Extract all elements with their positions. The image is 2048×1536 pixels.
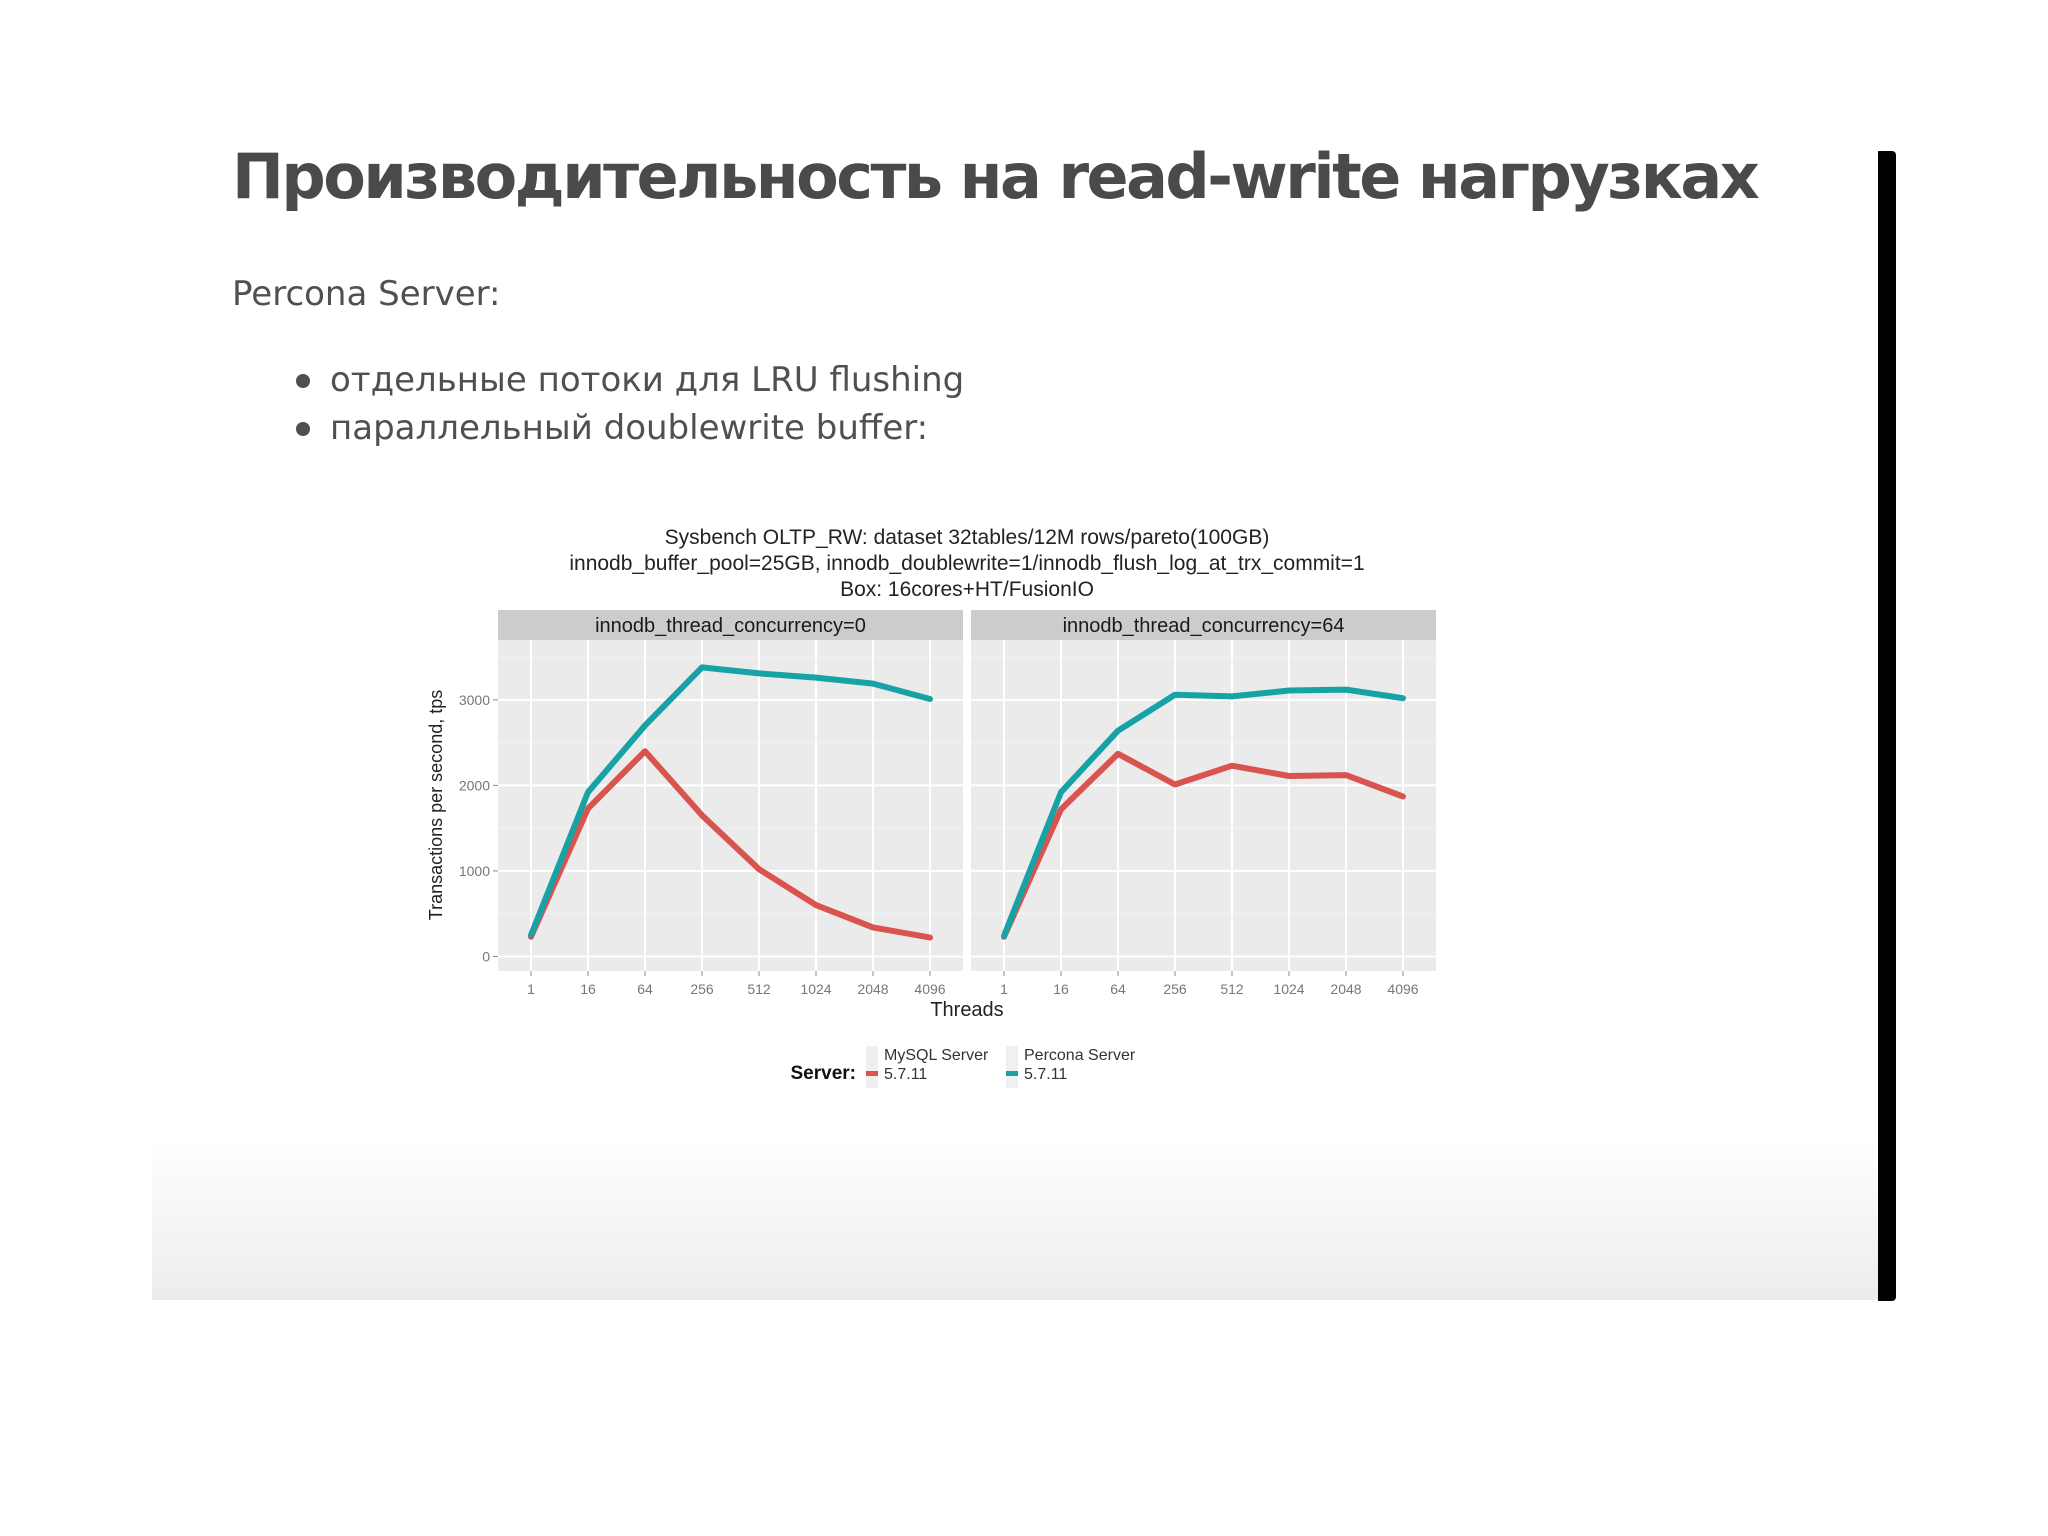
- chart: Sysbench OLTP_RW: dataset 32tables/12M r…: [426, 526, 1436, 1088]
- intro-text: Percona Server:: [232, 274, 501, 314]
- x-tick-label: 1024: [800, 981, 831, 997]
- series-line-percona: [1001, 686, 1406, 939]
- legend-key-mysql: [866, 1071, 878, 1076]
- x-tick-label: 16: [580, 981, 596, 997]
- bullet-item: параллельный doublewrite buffer:: [296, 404, 964, 452]
- series-line-mysql: [1001, 750, 1406, 940]
- bullet-list: отдельные потоки для LRU flushing паралл…: [296, 356, 965, 452]
- bullet-item: отдельные потоки для LRU flushing: [296, 356, 965, 404]
- legend-entry-name: MySQL Server: [884, 1047, 989, 1064]
- panel-strip-label: innodb_thread_concurrency=0: [595, 615, 866, 637]
- bullet-dot-icon: [296, 422, 310, 436]
- series-line-percona: [528, 664, 933, 939]
- x-tick-label: 2048: [857, 981, 888, 997]
- legend-entry-name: Percona Server: [1024, 1047, 1136, 1064]
- y-tick-label: 0: [482, 948, 490, 964]
- series-line-mysql: [528, 748, 933, 941]
- x-axis-label: Threads: [930, 999, 1003, 1021]
- panel-background: [498, 640, 963, 971]
- panel-strip: [971, 610, 1436, 640]
- chart-title-line: innodb_buffer_pool=25GB, innodb_doublewr…: [569, 552, 1364, 575]
- x-tick-label: 64: [1110, 981, 1126, 997]
- slide-right-edge: [1878, 151, 1896, 1301]
- legend-title: Server:: [791, 1063, 857, 1084]
- bullet-text: отдельные потоки для LRU flushing: [330, 360, 965, 400]
- legend-key-background: [866, 1046, 878, 1088]
- legend-entry-version: 5.7.11: [1024, 1066, 1067, 1083]
- legend-key-percona: [1006, 1071, 1018, 1076]
- x-tick-label: 1: [527, 981, 535, 997]
- x-tick-label: 1024: [1273, 981, 1304, 997]
- x-tick-label: 1: [1000, 981, 1008, 997]
- x-tick-label: 256: [690, 981, 714, 997]
- bullet-dot-icon: [296, 374, 310, 388]
- legend-entry-version: 5.7.11: [884, 1066, 927, 1083]
- x-tick-label: 4096: [914, 981, 945, 997]
- chart-title-line: Box: 16cores+HT/FusionIO: [840, 578, 1094, 601]
- x-tick-label: 64: [637, 981, 653, 997]
- x-tick-label: 512: [747, 981, 771, 997]
- y-tick-label: 2000: [459, 777, 490, 793]
- panel-strip: [498, 610, 963, 640]
- x-tick-label: 512: [1220, 981, 1244, 997]
- chart-title-line: Sysbench OLTP_RW: dataset 32tables/12M r…: [665, 526, 1270, 549]
- x-tick-label: 16: [1053, 981, 1069, 997]
- y-tick-label: 1000: [459, 863, 490, 879]
- x-tick-label: 256: [1163, 981, 1187, 997]
- bullet-text: параллельный doublewrite buffer:: [330, 408, 929, 448]
- x-tick-label: 4096: [1387, 981, 1418, 997]
- slide-title: Производительность на read-write нагрузк…: [232, 140, 1760, 213]
- y-tick-label: 3000: [459, 692, 490, 708]
- x-tick-label: 2048: [1330, 981, 1361, 997]
- y-axis-label: Transactions per second, tps: [426, 690, 446, 920]
- panel-strip-label: innodb_thread_concurrency=64: [1063, 615, 1345, 637]
- legend-key-background: [1006, 1046, 1018, 1088]
